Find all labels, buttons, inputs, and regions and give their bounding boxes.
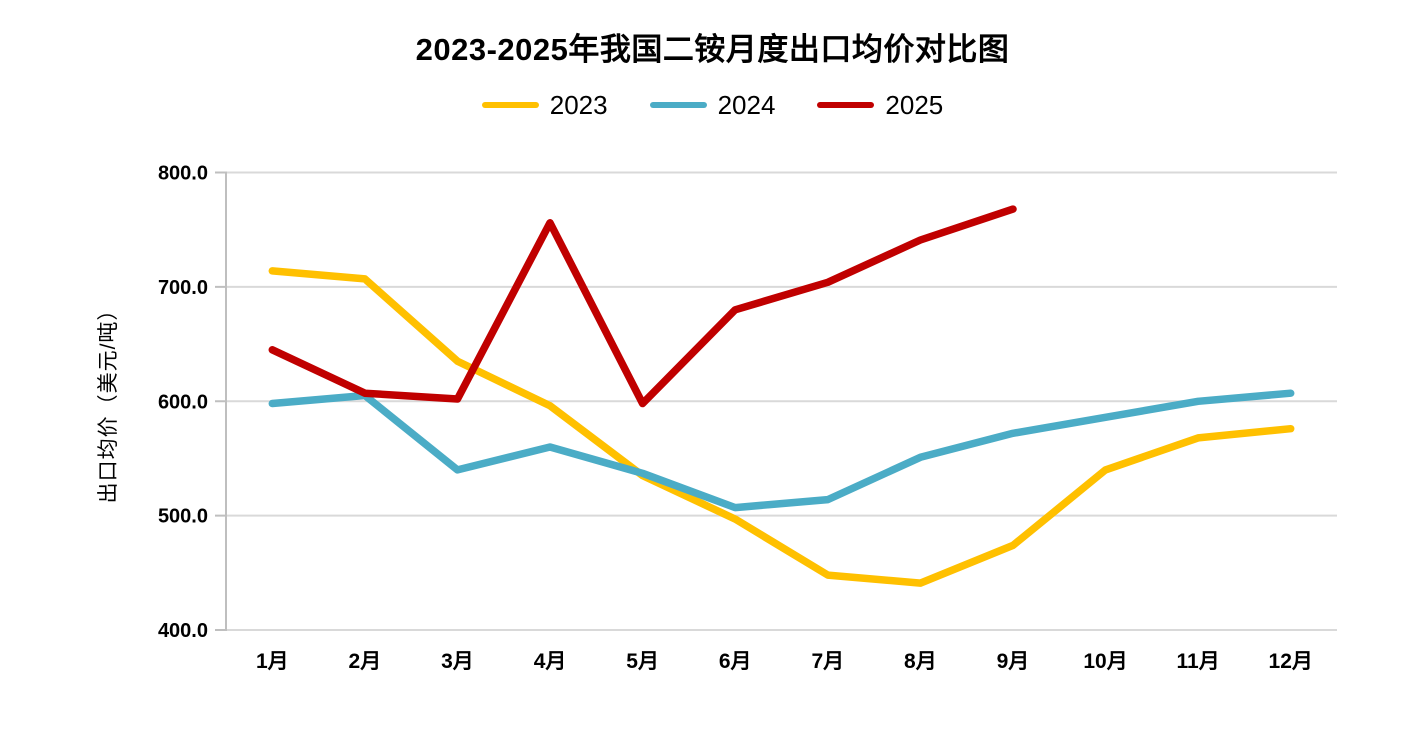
y-tick-label: 400.0 bbox=[158, 620, 208, 642]
series-line-2025 bbox=[268, 205, 1017, 408]
legend-label-2024: 2024 bbox=[717, 90, 776, 120]
x-tick-label: 5月 bbox=[626, 650, 659, 673]
legend-item-2023: 2023 bbox=[481, 90, 608, 120]
x-tick-label: 10月 bbox=[1083, 650, 1127, 673]
y-tick-label: 500.0 bbox=[158, 506, 208, 528]
x-tick-label: 1月 bbox=[256, 650, 289, 673]
x-tick-label: 6月 bbox=[719, 650, 752, 673]
x-tick-label: 12月 bbox=[1269, 650, 1313, 673]
x-tick-label: 3月 bbox=[441, 650, 474, 673]
legend-label-2023: 2023 bbox=[549, 90, 608, 120]
legend-item-2025: 2025 bbox=[817, 92, 943, 118]
chart-legend: 2023 2024 2025 bbox=[0, 92, 1425, 118]
chart-title: 2023-2025年我国二铵月度出口均价对比图 bbox=[415, 32, 1010, 67]
legend-swatch-2025 bbox=[817, 102, 875, 108]
x-tick-label: 2月 bbox=[349, 650, 382, 673]
x-tick-label: 7月 bbox=[811, 650, 844, 673]
legend-item-2024: 2024 bbox=[649, 90, 776, 120]
legend-swatch-2024 bbox=[649, 102, 707, 108]
x-tick-label: 11月 bbox=[1177, 650, 1220, 673]
series-line-2023 bbox=[268, 267, 1295, 587]
legend-swatch-2023 bbox=[481, 102, 539, 108]
x-tick-label: 4月 bbox=[534, 650, 567, 673]
y-tick-label: 600.0 bbox=[158, 391, 208, 413]
x-tick-label: 8月 bbox=[904, 650, 937, 673]
legend-label-2025: 2025 bbox=[885, 90, 944, 120]
series-line-2024 bbox=[268, 389, 1295, 512]
y-tick-label: 800.0 bbox=[158, 163, 208, 185]
x-tick-label: 9月 bbox=[997, 650, 1030, 673]
y-tick-label: 700.0 bbox=[158, 277, 208, 299]
